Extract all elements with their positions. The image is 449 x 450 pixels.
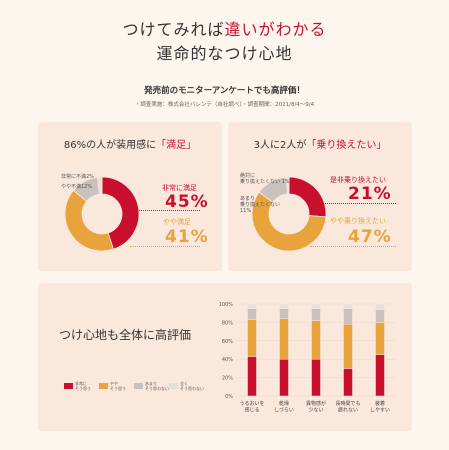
bar-segment	[343, 303, 353, 309]
y-tick-label: 40%	[222, 357, 233, 363]
x-tick-label: 長時間でも	[335, 401, 360, 407]
survey-subtitle: 発売前のモニターアンケートでも高評価！	[144, 86, 305, 96]
card2-orange-pct: 47%	[348, 227, 392, 247]
bar-segment	[375, 354, 385, 397]
headline-part1: つけてみれば	[122, 20, 225, 39]
card1-red-rule	[130, 210, 200, 211]
legend-label: やや そう思う	[110, 381, 126, 391]
legend-swatch	[64, 383, 73, 389]
headline-accent: 違いがわかる	[224, 20, 327, 39]
card2-title-a: 3人に2人が	[253, 140, 307, 151]
card3-title: つけ心地も全体に高評価	[58, 328, 191, 342]
bar-segment	[311, 320, 321, 360]
card2-small-label2: あまり 乗り換えたくない 11%	[240, 196, 281, 214]
card2-red-label: 是非乗り換えたい	[330, 176, 386, 184]
bar-segment	[375, 303, 385, 310]
y-tick-label: 80%	[222, 320, 233, 326]
bar-segment	[247, 308, 257, 320]
card1-orange-rule	[130, 246, 200, 247]
card2-small-label1: 絶対に 乗り換えたくない 1%	[240, 173, 290, 185]
donut-chart-1	[64, 176, 140, 252]
x-tick-label: 異物感が	[306, 400, 326, 407]
donut-slice	[96, 176, 103, 195]
legend-label: あまり そう思わない	[145, 381, 169, 391]
card1-title-b: 「満足」	[156, 140, 197, 151]
donut-chart-2	[251, 176, 327, 252]
y-tick-label: 20%	[222, 376, 233, 382]
legend-swatch	[169, 383, 178, 389]
x-tick-label: しづらい	[274, 407, 294, 414]
x-tick-label: 装着	[375, 400, 385, 407]
x-tick-label: しやすい	[370, 407, 390, 414]
y-tick-label: 60%	[222, 339, 233, 345]
bar-segment	[343, 323, 353, 369]
card2-orange-rule	[310, 246, 396, 247]
bar-segment	[375, 309, 385, 323]
card2-red-pct: 21%	[348, 184, 392, 204]
headline-line2: 運命的なつけ心地	[156, 44, 293, 63]
card1-title: 86%の人が装用感に「満足」	[38, 136, 222, 151]
bar-segment	[279, 318, 289, 360]
bar-segment	[247, 356, 257, 397]
card1-orange-pct: 41%	[165, 227, 209, 247]
legend-swatch	[134, 383, 143, 389]
card2-title-b: 「乗り換えたい」	[306, 140, 387, 151]
bar-segment	[247, 319, 257, 357]
bar-segment	[311, 358, 321, 397]
donut-slice	[64, 189, 114, 252]
card1-orange-label: やや満足	[163, 218, 191, 226]
donut-slice	[251, 191, 327, 252]
headline-line1: つけてみれば違いがわかる	[0, 16, 449, 40]
x-tick-label: 疲れない	[338, 407, 358, 414]
donut-slice	[288, 176, 327, 218]
y-tick-label: 0%	[225, 394, 233, 400]
bar-segment	[375, 322, 385, 355]
x-tick-label: 感じる	[244, 407, 259, 414]
bar-segment	[343, 308, 353, 325]
x-tick-label: うるおいを	[239, 400, 264, 407]
legend-swatch	[99, 383, 108, 389]
card1-red-label: 非常に満足	[162, 184, 197, 192]
y-tick-label: 100%	[219, 302, 234, 308]
legend-label: 全く そう思わない	[180, 381, 204, 391]
card2-title: 3人に2人が「乗り換えたい」	[228, 136, 412, 151]
donut-slice	[101, 176, 140, 250]
bar-segment	[311, 303, 321, 309]
bar-segment	[343, 368, 353, 397]
survey-note: ・調査実施：株式会社バレンテ（自社調べ）・調査期間：2021/8/4〜9/4	[134, 102, 315, 108]
card2-red-rule	[310, 203, 396, 204]
comfort-legend: 非常に そう思う やや そう思う あまり そう思わない 全く そう思わない	[64, 381, 204, 402]
x-tick-label: 少ない	[308, 407, 323, 414]
x-tick-label: 乾燥	[279, 400, 289, 407]
bar-segment	[279, 358, 289, 397]
bar-segment	[311, 308, 321, 321]
donut-slice	[285, 176, 290, 195]
card1-title-a: 86%の人が装用感に	[63, 140, 157, 151]
bar-segment	[279, 308, 289, 319]
card2-orange-label: やや乗り換えたい	[330, 217, 386, 225]
legend-label: 非常に そう思う	[75, 381, 91, 391]
card1-red-pct: 45%	[165, 192, 209, 212]
card1-small-label2: やや不満12%	[61, 184, 93, 190]
bar-segment	[247, 303, 257, 309]
card1-small-label1: 非常に不満2%	[61, 174, 94, 180]
bar-segment	[279, 303, 289, 309]
